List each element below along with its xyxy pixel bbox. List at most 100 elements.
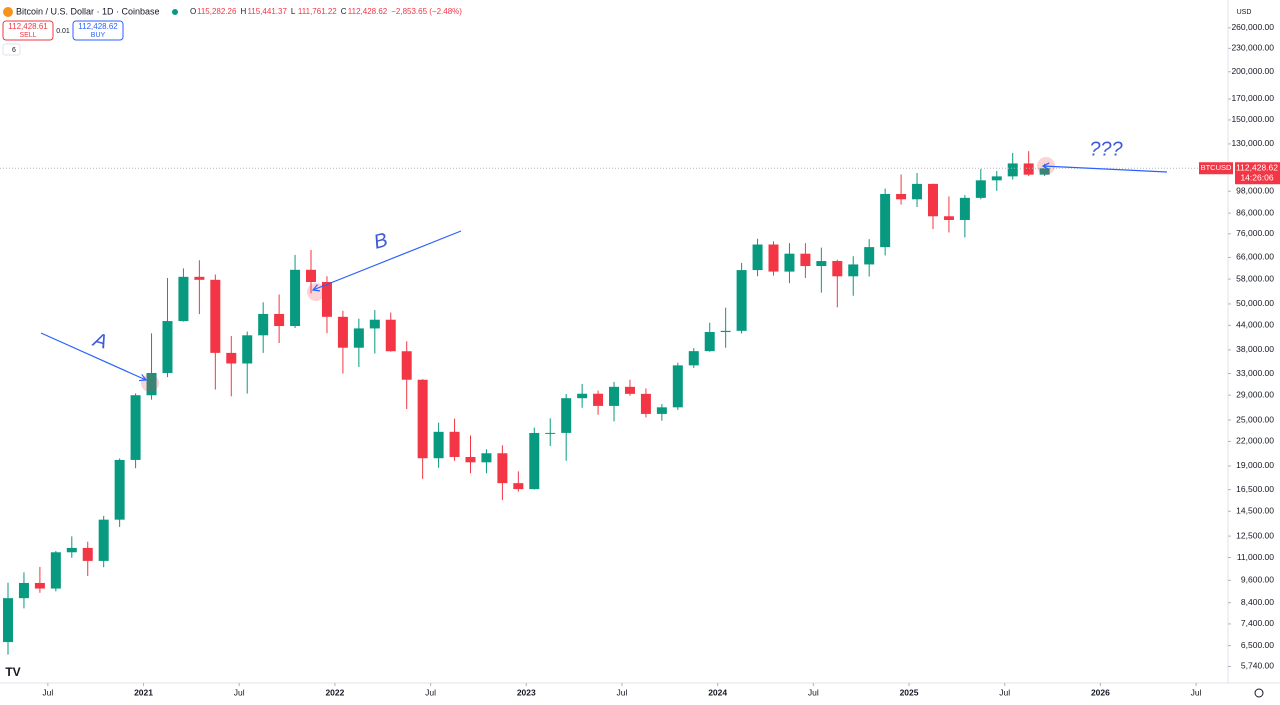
candle-body [226,352,237,364]
x-tick-label: 2024 [708,687,727,697]
coin-icon [3,7,13,17]
annotation-arrow [40,332,147,381]
candle-body [162,321,173,373]
price-tag [1235,162,1280,185]
y-tick-label: 200,000.00 [1231,66,1274,76]
y-tick-label: 33,000.00 [1236,368,1274,378]
y-tick-label: 150,000.00 [1231,114,1274,124]
buy-button[interactable] [72,20,124,41]
candle-body [337,316,348,348]
candle-body [768,244,779,272]
candle-body [98,519,109,561]
y-tick-label: 260,000.00 [1231,22,1274,32]
x-tick-label: 2022 [325,687,344,697]
candle-body [385,319,396,352]
annotation-label: A [90,329,110,354]
x-tick-label: Jul [999,687,1010,697]
candle-body [752,244,763,271]
candle-body [784,253,795,272]
y-tick-label: 230,000.00 [1231,43,1274,53]
candle-body [497,453,508,484]
candle-body [848,264,859,277]
symbol-title: Bitcoin / U.S. Dollar · 1D · Coinbase [16,6,160,16]
candle-body [672,365,683,408]
y-tick-label: 170,000.00 [1231,93,1274,103]
currency: USD [1237,9,1252,16]
annotation-arrow [312,230,462,291]
candle-body [258,313,269,336]
candle-body [624,386,635,394]
candle-body [306,269,317,282]
buy-price[interactable]: 112,428.62 [78,22,118,31]
y-tick-label: 7,400.00 [1241,618,1274,628]
candle-body [82,547,93,561]
y-tick-label: 58,000.00 [1236,273,1274,283]
ohlc-value: 111,761.22 [298,7,337,16]
y-tick-label: 130,000.00 [1231,138,1274,148]
candle-body [274,313,285,327]
ohlc-key: C [341,7,347,16]
x-tick-label: 2025 [900,687,919,697]
annotation-arrow [1042,165,1168,173]
candle-body [943,216,954,220]
candle-body [609,386,620,406]
candle-body [178,276,189,322]
y-tick-label: 29,000.00 [1236,389,1274,399]
ohlc-value: 115,282.26 [197,7,237,16]
x-tick-label: Jul [808,687,819,697]
ohlc-value: 115,441.37 [247,7,287,16]
sell-label[interactable]: SELL [19,32,36,39]
y-tick-label: 12,500.00 [1236,530,1274,540]
candle-body [832,261,843,277]
candle-body [864,247,875,265]
candle-body [927,183,938,217]
sell-button[interactable] [2,20,54,41]
candle-body [800,253,811,267]
market-status [172,9,178,15]
candle-body [449,431,460,457]
ohlc-value: 112,428.62 [348,7,388,16]
y-tick-label: 25,000.00 [1236,414,1274,424]
y-tick-label: 9,600.00 [1241,575,1274,585]
sell-price[interactable]: 112,428.61 [8,22,48,31]
y-tick-label: 50,000.00 [1236,298,1274,308]
arrow-head [138,374,148,382]
candle-body [561,398,572,433]
candle-body [290,269,301,327]
countdown: 14:26:06 [1240,172,1273,182]
candle-body [736,270,747,331]
buy-label[interactable]: BUY [91,32,106,39]
candle-body [688,351,699,366]
candle-body [529,432,540,490]
candle-body [210,279,221,353]
candle-body [481,453,492,463]
arrow-head [1041,162,1050,171]
candle-body [353,328,364,348]
indicators-toggle[interactable] [2,43,21,56]
spread: 0.01 [56,28,70,35]
candle-body [18,582,29,599]
candle-body [369,319,380,329]
x-tick-label: 2023 [517,687,536,697]
ohlc-key: H [240,7,246,16]
y-tick-label: 44,000.00 [1236,320,1274,330]
candle-body [321,281,332,317]
ohlc-key: L [291,7,296,16]
candle-body [1039,168,1050,175]
candle-body [816,261,827,267]
y-tick-label: 11,000.00 [1237,552,1274,562]
indicators-count[interactable]: 6 [12,47,16,54]
symbol-tag-label: BTCUSD [1201,163,1232,172]
y-tick-label: 22,000.00 [1236,436,1274,446]
x-tick-label: Jul [1191,687,1202,697]
y-tick-label: 98,000.00 [1236,185,1274,195]
candle-body [194,276,205,280]
candle-body [433,431,444,459]
y-tick-label: 8,400.00 [1241,597,1274,607]
candle-body [593,393,604,406]
symbol-tag [1199,162,1233,175]
candle-body [513,483,524,490]
y-tick-label: 76,000.00 [1236,228,1274,238]
settings-icon[interactable] [1254,688,1264,698]
